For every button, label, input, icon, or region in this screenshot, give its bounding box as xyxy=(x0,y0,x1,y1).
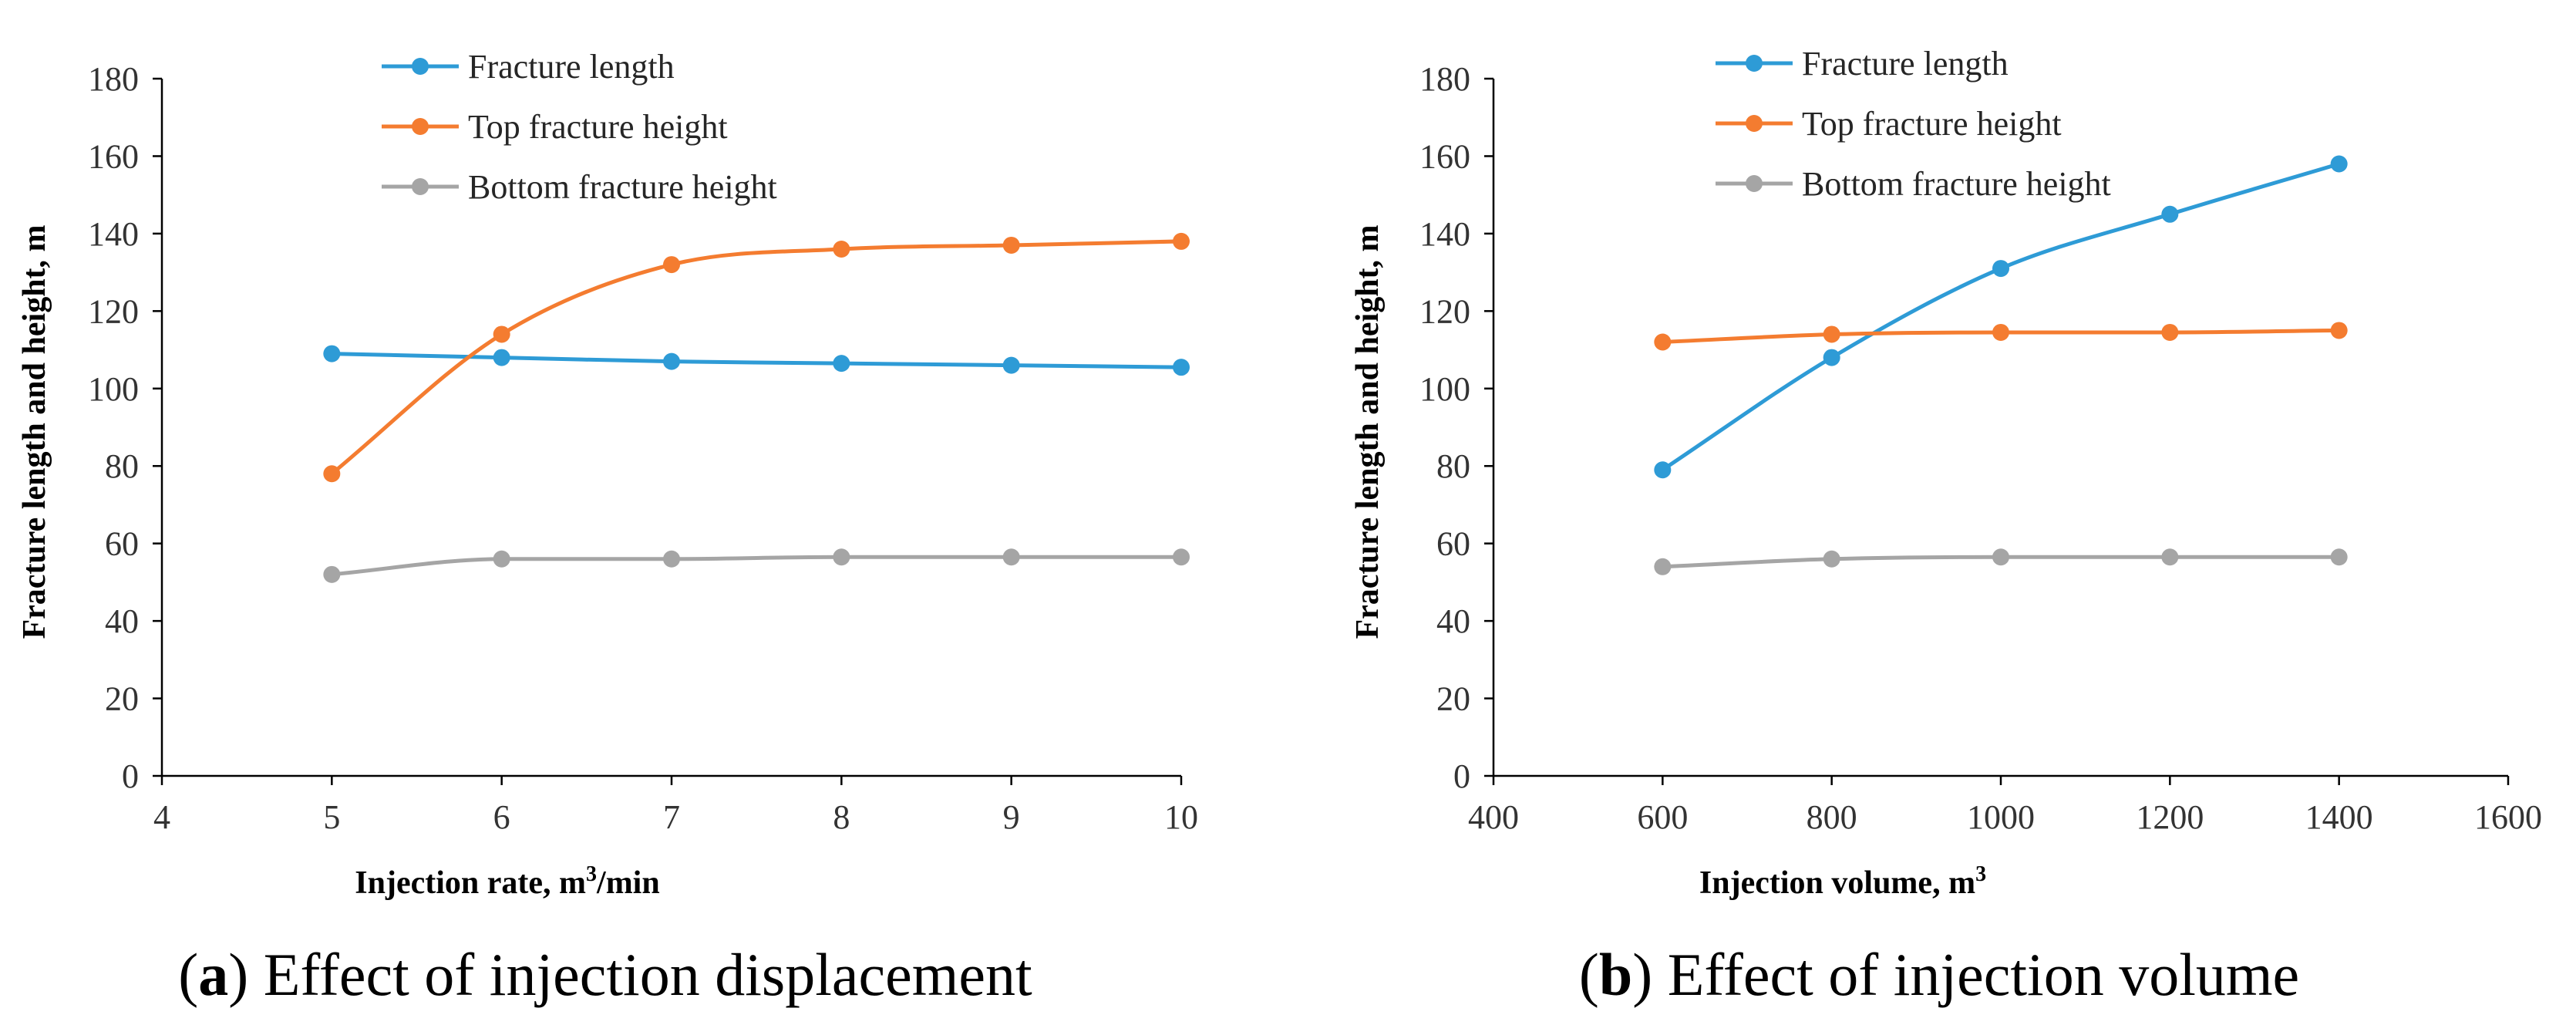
panel-b-chart: 0 20 40 60 80 100 120 140 160 180 400 600 800 1000 120… xyxy=(1419,45,2542,836)
a-x-tick-label: 5 xyxy=(323,798,340,836)
a-y-tick-label: 180 xyxy=(88,60,139,98)
b-y-tick-label: 80 xyxy=(1436,447,1470,485)
a-y-tick-label: 40 xyxy=(105,602,139,640)
a-legend-label-top-fracture-height: Top fracture height xyxy=(468,108,728,146)
a-legend-swatch-marker-top-fracture-height xyxy=(412,118,429,135)
b-data-point-fracture-length xyxy=(1992,260,2009,278)
a-data-point-bottom-fracture-height xyxy=(493,550,510,568)
b-y-tick-label: 60 xyxy=(1436,525,1470,563)
b-y-tick-label: 180 xyxy=(1419,60,1470,98)
a-x-tick-label: 8 xyxy=(833,798,850,836)
a-data-point-fracture-length xyxy=(493,349,510,366)
a-data-point-top-fracture-height xyxy=(1002,236,1020,254)
b-data-point-bottom-fracture-height xyxy=(1992,548,2009,566)
a-data-point-bottom-fracture-height xyxy=(833,548,850,566)
b-y-tick-label: 120 xyxy=(1419,292,1470,330)
b-data-point-bottom-fracture-height xyxy=(1823,550,1840,568)
panel-a-caption: (a) Effect of injection displacement xyxy=(178,941,1032,1008)
b-data-point-top-fracture-height xyxy=(1654,333,1672,351)
b-y-tick-label: 0 xyxy=(1453,757,1470,795)
b-data-point-fracture-length xyxy=(2330,155,2348,173)
b-y-tick-label: 160 xyxy=(1419,137,1470,175)
panel-b-y-axis-label: Fracture length and height, m xyxy=(1350,224,1386,639)
a-y-tick-label: 20 xyxy=(105,680,139,718)
b-series-line-fracture-length xyxy=(1660,162,2342,472)
a-y-tick-label: 0 xyxy=(122,757,139,795)
a-data-point-top-fracture-height xyxy=(1173,232,1190,250)
panel-a-chart: 0 20 40 60 80 100 120 140 160 180 4 5 6 7 8 9 10 Fracture… xyxy=(88,48,1198,836)
b-legend-label-bottom-fracture-height: Bottom fracture height xyxy=(1802,165,2111,203)
a-data-point-top-fracture-height xyxy=(493,325,510,343)
a-data-point-fracture-length xyxy=(1173,359,1190,376)
b-legend-label-top-fracture-height: Top fracture height xyxy=(1802,105,2062,143)
b-data-point-bottom-fracture-height xyxy=(2161,548,2179,566)
a-y-tick-label: 120 xyxy=(88,292,139,330)
b-x-tick-label: 600 xyxy=(1637,798,1688,836)
a-data-point-fracture-length xyxy=(1002,356,1020,374)
panel-a-x-axis-label: Injection rate, m3/min xyxy=(355,862,659,901)
b-data-point-top-fracture-height xyxy=(1992,323,2009,341)
a-data-point-fracture-length xyxy=(323,345,341,362)
a-data-point-fracture-length xyxy=(663,352,680,370)
panel-a-y-axis-label: Fracture length and height, m xyxy=(17,224,52,639)
b-data-point-fracture-length xyxy=(2161,205,2179,223)
b-data-point-top-fracture-height xyxy=(2161,323,2179,341)
a-y-tick-label: 100 xyxy=(88,370,139,408)
a-legend-label-fracture-length: Fracture length xyxy=(468,48,675,86)
a-x-tick-label: 10 xyxy=(1164,798,1198,836)
b-x-tick-label: 1000 xyxy=(1967,798,2035,836)
b-x-tick-label: 1600 xyxy=(2474,798,2542,836)
a-y-tick-label: 160 xyxy=(88,137,139,175)
b-data-point-bottom-fracture-height xyxy=(2330,548,2348,566)
a-legend-swatch-marker-fracture-length xyxy=(412,58,429,75)
a-series-line-fracture-length xyxy=(329,352,1184,369)
a-y-tick-label: 60 xyxy=(105,525,139,563)
a-x-tick-label: 7 xyxy=(663,798,680,836)
b-legend-swatch-marker-bottom-fracture-height xyxy=(1746,175,1763,192)
a-data-point-bottom-fracture-height xyxy=(323,565,341,583)
a-x-tick-label: 6 xyxy=(493,798,510,836)
a-y-tick-label: 140 xyxy=(88,215,139,253)
a-data-point-top-fracture-height xyxy=(663,256,680,274)
b-x-tick-label: 800 xyxy=(1807,798,1857,836)
b-x-tick-label: 1200 xyxy=(2136,798,2204,836)
b-data-point-bottom-fracture-height xyxy=(1654,558,1672,575)
a-data-point-bottom-fracture-height xyxy=(1173,548,1190,566)
a-series-line-bottom-fracture-height xyxy=(329,555,1184,577)
b-x-tick-label: 400 xyxy=(1468,798,1519,836)
a-x-tick-label: 9 xyxy=(1003,798,1020,836)
a-legend-label-bottom-fracture-height: Bottom fracture height xyxy=(468,168,777,206)
b-data-point-fracture-length xyxy=(1823,349,1840,366)
a-data-point-bottom-fracture-height xyxy=(1002,548,1020,566)
a-data-point-fracture-length xyxy=(833,355,850,373)
b-data-point-top-fracture-height xyxy=(2330,322,2348,339)
b-legend-label-fracture-length: Fracture length xyxy=(1802,45,2009,83)
a-x-tick-label: 4 xyxy=(153,798,170,836)
b-legend-swatch-marker-top-fracture-height xyxy=(1746,115,1763,132)
a-series-line-top-fracture-height xyxy=(329,239,1184,476)
b-y-tick-label: 20 xyxy=(1436,680,1470,718)
b-data-point-top-fracture-height xyxy=(1823,325,1840,343)
panel-b-caption: (b) Effect of injection volume xyxy=(1579,941,2299,1008)
a-data-point-top-fracture-height xyxy=(323,465,341,483)
a-data-point-bottom-fracture-height xyxy=(663,550,680,568)
panel-b-x-axis-label: Injection volume, m3 xyxy=(1699,862,1986,901)
b-y-tick-label: 140 xyxy=(1419,215,1470,253)
b-x-tick-label: 1400 xyxy=(2305,798,2373,836)
a-legend-swatch-marker-bottom-fracture-height xyxy=(412,178,429,195)
b-data-point-fracture-length xyxy=(1654,461,1672,479)
b-y-tick-label: 40 xyxy=(1436,602,1470,640)
a-y-tick-label: 80 xyxy=(105,447,139,485)
b-y-tick-label: 100 xyxy=(1419,370,1470,408)
a-data-point-top-fracture-height xyxy=(833,240,850,258)
b-legend-swatch-marker-fracture-length xyxy=(1746,55,1763,72)
